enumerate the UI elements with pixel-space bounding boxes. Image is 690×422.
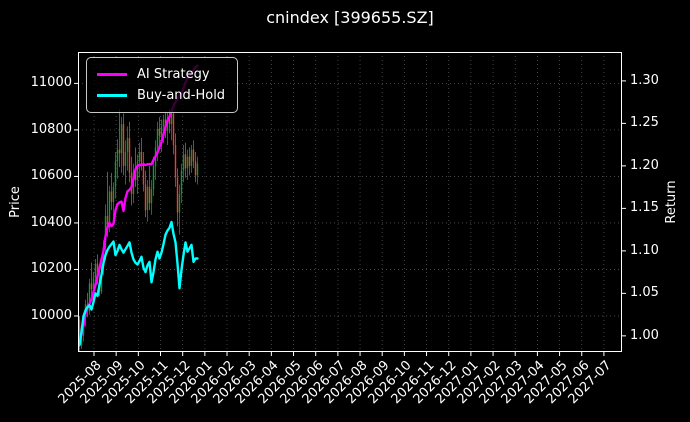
price-tick-label: 10800: [30, 121, 72, 137]
gridlines: [78, 52, 622, 352]
legend-item-ai-strategy: AI Strategy: [97, 64, 225, 85]
price-tick-label: 10400: [30, 214, 72, 230]
return-tick-label: 1.30: [630, 72, 659, 88]
price-tick-label: 10000: [30, 307, 72, 323]
legend-label-ai-strategy: AI Strategy: [137, 67, 210, 82]
return-tick-label: 1.10: [630, 242, 659, 258]
plot-area: [78, 52, 622, 352]
return-tick-label: 1.00: [630, 327, 659, 343]
price-tick-label: 11000: [30, 75, 72, 91]
price-tick-label: 10600: [30, 168, 72, 184]
return-tick-label: 1.25: [630, 115, 659, 131]
legend: AI Strategy Buy-and-Hold: [86, 57, 239, 113]
return-tick-label: 1.20: [630, 157, 659, 173]
legend-label-buy-and-hold: Buy-and-Hold: [137, 88, 226, 103]
return-tick-label: 1.05: [630, 285, 659, 301]
tick-marks: [74, 80, 626, 356]
ai-strategy-line-swatch: [97, 73, 127, 76]
price-axis-label: Price: [8, 186, 23, 218]
price-tick-label: 10200: [30, 261, 72, 277]
return-tick-label: 1.15: [630, 200, 659, 216]
chart-title: cnindex [399655.SZ]: [266, 8, 434, 27]
line-buy-and-hold: [78, 220, 199, 347]
buy-and-hold-line-swatch: [97, 94, 127, 97]
legend-item-buy-and-hold: Buy-and-Hold: [97, 85, 225, 106]
